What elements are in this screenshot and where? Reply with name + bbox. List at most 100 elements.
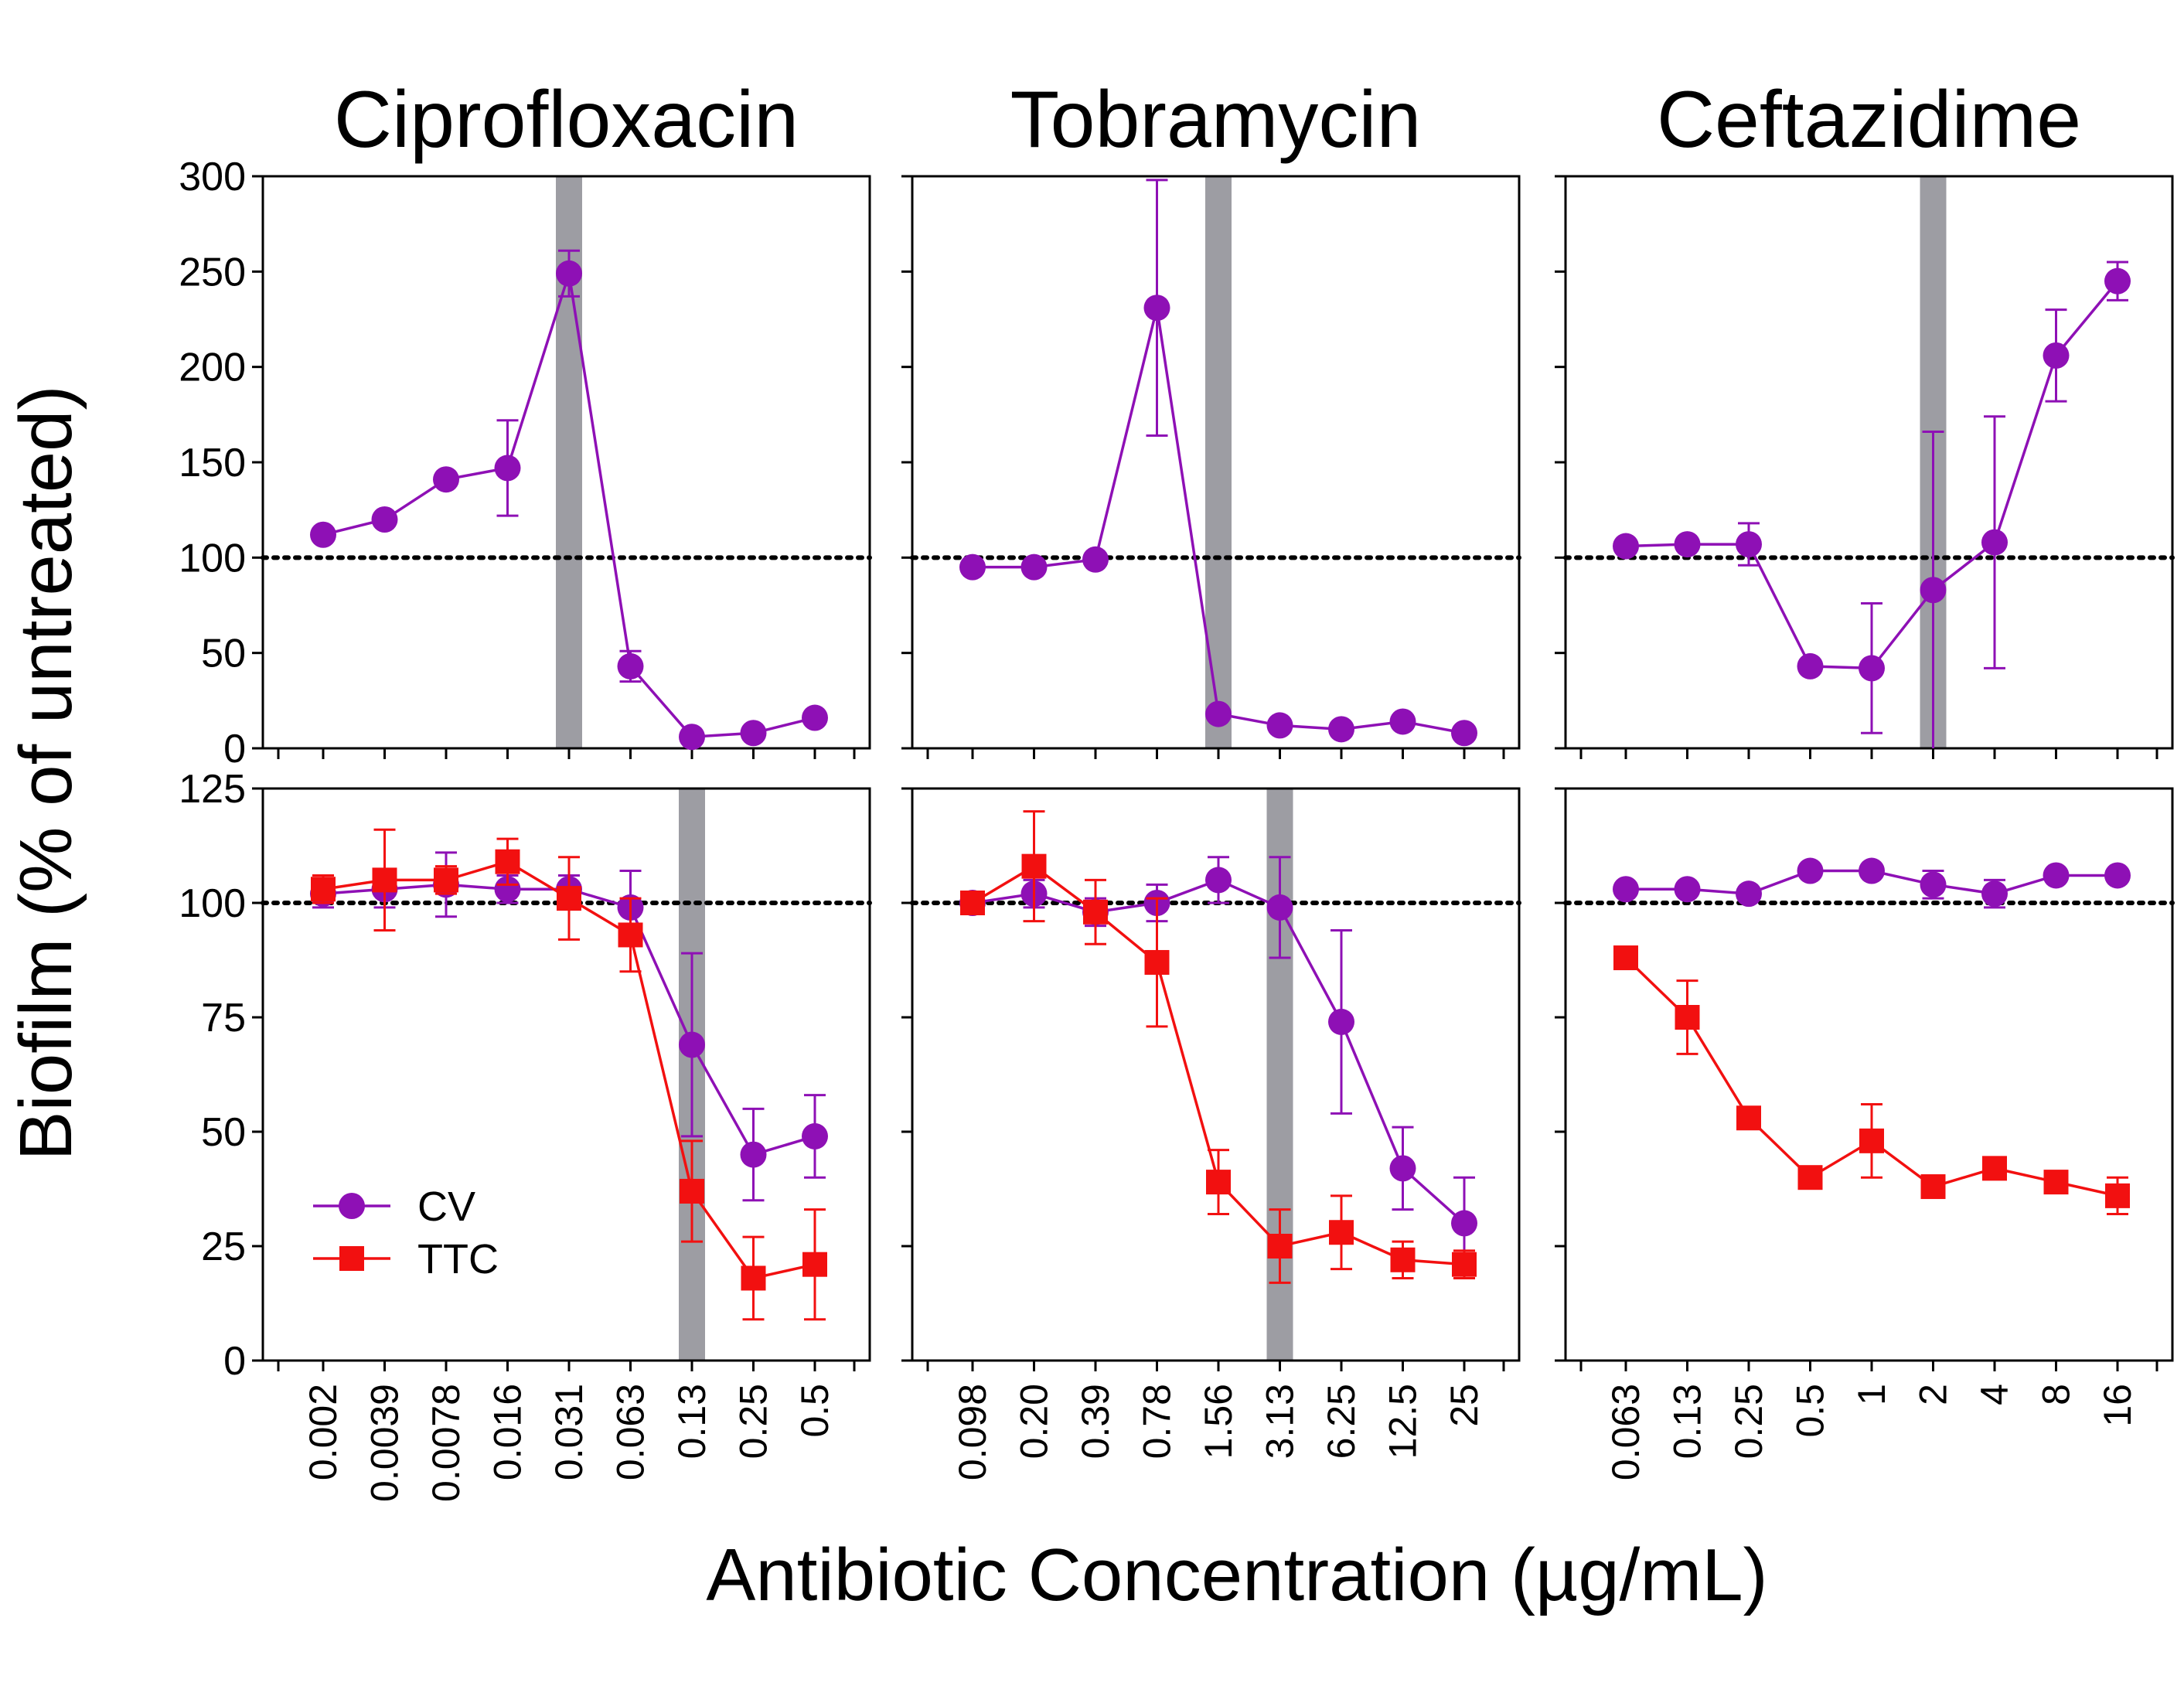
x-tick-label: 0.5 <box>1789 1384 1832 1438</box>
data-point-ttc <box>1452 1252 1477 1277</box>
x-tick-label: 4 <box>1973 1384 2016 1405</box>
data-point-ttc <box>1083 899 1108 925</box>
data-point-cv <box>1082 546 1109 573</box>
x-tick-label: 1.56 <box>1197 1384 1240 1459</box>
data-point-cv <box>433 466 459 493</box>
data-point-ttc <box>1736 1105 1761 1131</box>
data-point-cv <box>1797 652 1824 679</box>
x-tick-label: 16 <box>2096 1384 2139 1427</box>
x-tick-label: 0.39 <box>1074 1384 1117 1459</box>
data-point-cv <box>1736 880 1762 908</box>
y-tick-label: 100 <box>179 536 246 581</box>
data-point-ttc <box>1859 1128 1884 1153</box>
data-point-ttc <box>1920 1174 1946 1200</box>
y-tick-label: 100 <box>179 881 246 926</box>
data-point-cv <box>1674 531 1701 558</box>
data-point-ttc <box>802 1252 827 1277</box>
data-point-cv <box>494 876 521 903</box>
data-point-cv <box>1859 655 1885 682</box>
panel-title: Tobramycin <box>1010 75 1422 165</box>
data-point-cv <box>802 1122 828 1150</box>
y-tick-label: 50 <box>201 1110 246 1155</box>
data-point-cv <box>1389 708 1416 735</box>
x-tick-label: 0.25 <box>1727 1384 1770 1459</box>
data-point-cv <box>959 553 986 581</box>
legend-label-ttc: TTC <box>417 1236 499 1282</box>
chart-panel-3: Ceftazidime <box>1555 75 2175 759</box>
x-tick-label: 0.13 <box>670 1384 714 1459</box>
data-point-cv <box>1389 1155 1416 1182</box>
data-point-cv <box>1981 529 2008 556</box>
x-tick-label: 0.5 <box>793 1384 836 1438</box>
data-point-ttc <box>960 891 985 915</box>
panel-frame <box>261 787 871 1362</box>
data-point-ttc <box>1267 1234 1293 1259</box>
data-point-cv <box>1143 295 1170 322</box>
x-tick-label: 0.002 <box>302 1384 345 1480</box>
x-tick-label: 8 <box>2035 1384 2078 1405</box>
data-point-cv <box>1920 577 1947 604</box>
chart-panel-6: 0.063 0.13 0.25 0.5 1 2 4 8 16 <box>1555 787 2175 1480</box>
data-point-cv <box>1613 533 1639 560</box>
data-point-cv <box>2104 267 2131 295</box>
data-point-cv <box>1859 857 1885 884</box>
data-point-cv <box>1328 716 1354 743</box>
data-point-ttc <box>2105 1183 2130 1208</box>
data-point-ttc <box>1329 1220 1354 1245</box>
data-point-ttc <box>557 886 581 911</box>
y-tick-label: 250 <box>179 250 246 295</box>
data-point-ttc <box>680 1178 704 1204</box>
data-point-cv <box>679 724 705 751</box>
data-point-cv <box>1266 712 1293 739</box>
y-axis-label: Biofilm (% of untreated) <box>5 385 87 1160</box>
data-point-cv <box>371 506 398 533</box>
data-point-ttc <box>1144 949 1170 975</box>
data-point-ttc <box>434 867 458 893</box>
data-point-ttc <box>1390 1247 1416 1272</box>
data-point-ttc <box>741 1265 766 1291</box>
data-point-ttc <box>1613 945 1638 971</box>
y-tick-label: 125 <box>179 767 246 812</box>
data-point-ttc <box>1206 1170 1231 1195</box>
y-tick-label: 0 <box>223 1339 246 1384</box>
x-tick-label: 0.063 <box>609 1384 652 1480</box>
data-point-cv <box>740 720 767 747</box>
chart-panel-1: 0 50 100 150 200 250 300 Ciprofloxacin <box>179 75 872 771</box>
x-tick-label: 0.098 <box>951 1384 994 1480</box>
data-point-ttc <box>495 849 520 874</box>
legend: CV TTC <box>313 1184 499 1282</box>
x-tick-label: 0.13 <box>1666 1384 1709 1459</box>
data-point-ttc <box>2043 1170 2069 1195</box>
x-tick-label: 3.13 <box>1259 1384 1302 1459</box>
data-point-ttc <box>311 877 336 902</box>
data-point-cv <box>1736 531 1762 558</box>
data-point-ttc <box>372 867 397 893</box>
y-tick-label: 0 <box>223 727 246 771</box>
legend-marker-cv <box>339 1193 365 1219</box>
chart-panel-4: 0 25 50 75 100 125 0.002 0.0039 0.0078 0.016 0.031… <box>179 767 872 1502</box>
data-point-cv <box>1451 1210 1477 1237</box>
x-tick-label: 0.0039 <box>363 1384 407 1502</box>
data-point-ttc <box>1675 1005 1700 1030</box>
x-tick-label: 0.78 <box>1136 1384 1179 1459</box>
x-tick-label: 0.031 <box>547 1384 591 1480</box>
x-tick-label: 0.063 <box>1604 1384 1647 1480</box>
panel-title: Ciprofloxacin <box>334 75 799 165</box>
data-point-cv <box>1920 871 1947 898</box>
data-point-cv <box>740 1141 767 1168</box>
data-point-cv <box>1205 700 1232 727</box>
panel-title: Ceftazidime <box>1657 75 2081 165</box>
data-point-ttc <box>618 922 643 948</box>
data-point-cv <box>556 260 582 287</box>
panel-frame <box>1564 787 2174 1362</box>
y-tick-label: 150 <box>179 441 246 485</box>
x-tick-label: 0.0078 <box>424 1384 468 1502</box>
data-point-cv <box>1020 553 1048 581</box>
data-point-cv <box>1266 894 1293 921</box>
chart-panel-5: 0.098 0.20 0.39 0.78 1.56 3.13 6.25 12.5 25 <box>901 787 1521 1480</box>
y-tick-label: 300 <box>179 155 246 199</box>
x-tick-label: 1 <box>1850 1384 1893 1405</box>
x-axis-label: Antibiotic Concentration (µg/mL) <box>706 1534 1767 1616</box>
